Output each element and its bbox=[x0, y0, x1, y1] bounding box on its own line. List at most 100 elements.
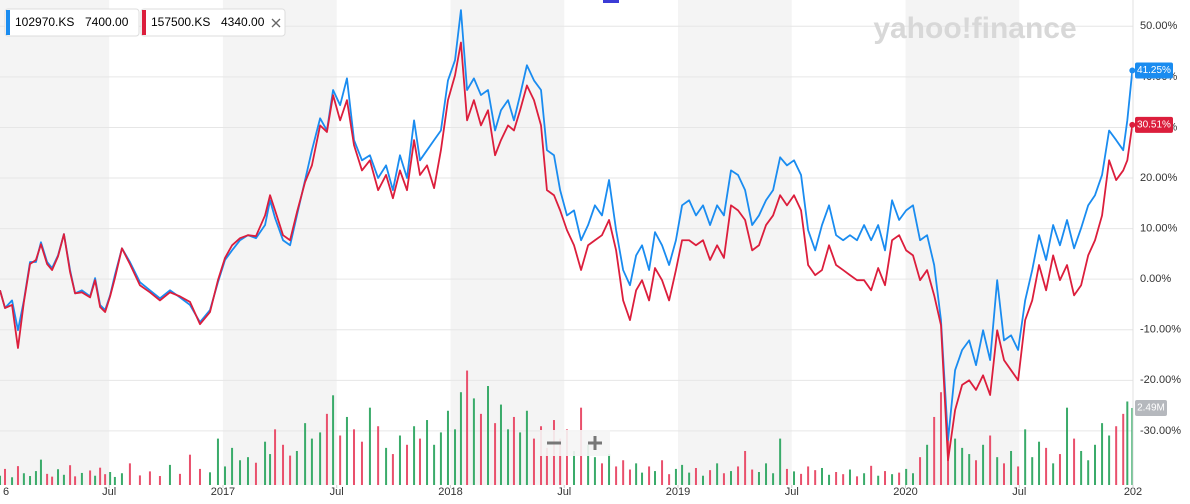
volume-bar bbox=[688, 472, 691, 485]
volume-bar bbox=[532, 438, 535, 485]
volume-bar bbox=[622, 460, 625, 485]
volume-bar bbox=[559, 438, 562, 485]
volume-bar bbox=[385, 447, 388, 485]
line-layer bbox=[0, 9, 1133, 462]
x-tick-label: Jul bbox=[330, 486, 344, 498]
volume-bar bbox=[466, 370, 469, 485]
volume-bar bbox=[807, 466, 810, 485]
volume-bar bbox=[565, 429, 568, 485]
legend-name: 102970.KS bbox=[15, 15, 74, 29]
volume-bar bbox=[264, 441, 267, 485]
x-tick-label: 2020 bbox=[893, 486, 917, 498]
volume-bar bbox=[519, 432, 522, 485]
volume-bar bbox=[628, 469, 631, 485]
volume-bar bbox=[661, 460, 664, 485]
y-tick-label: 0.00% bbox=[1140, 273, 1171, 285]
x-tick-label: 2017 bbox=[211, 486, 235, 498]
volume-bar bbox=[353, 429, 356, 485]
volume-bar bbox=[512, 416, 515, 485]
volume-bar bbox=[1031, 457, 1034, 485]
volume-bar bbox=[744, 450, 747, 485]
volume-bar bbox=[681, 464, 684, 485]
volume-bar bbox=[848, 469, 851, 485]
end-badge bbox=[1135, 116, 1173, 133]
volume-bar bbox=[800, 473, 803, 485]
x-tick-label: 202 bbox=[1124, 486, 1142, 498]
volume-bar bbox=[1003, 463, 1006, 485]
volume-bar bbox=[891, 474, 894, 485]
volume-bar bbox=[39, 459, 42, 485]
volume-bar bbox=[856, 476, 859, 485]
volume-bar bbox=[148, 471, 151, 485]
volume-bar bbox=[0, 475, 1, 485]
volume-bar bbox=[1045, 447, 1048, 485]
volume-bar bbox=[765, 463, 768, 485]
end-badge bbox=[1135, 62, 1173, 79]
volume-bar bbox=[11, 477, 14, 485]
volume-bar bbox=[1101, 423, 1104, 485]
volume-bar bbox=[104, 474, 107, 485]
zoom-controls[interactable] bbox=[540, 430, 610, 456]
volume-bar bbox=[772, 473, 775, 485]
volume-bar bbox=[1024, 429, 1027, 485]
period-band bbox=[450, 0, 565, 485]
volume-bar bbox=[426, 420, 429, 485]
volume-bar bbox=[600, 463, 603, 485]
volume-badge-label: 2.49M bbox=[1137, 403, 1165, 414]
axes: 6 Jul 2017 Jul 2018 Jul 2019 Jul 2020 Jul 202 50.00… bbox=[3, 20, 1181, 498]
chip-swatch bbox=[142, 10, 146, 35]
period-band bbox=[677, 0, 792, 485]
volume-bar bbox=[198, 468, 201, 485]
watermark: yahoo!finance bbox=[873, 12, 1076, 45]
x-tick-label: Jul bbox=[102, 486, 116, 498]
volume-bar bbox=[737, 466, 740, 485]
volume-bar bbox=[870, 465, 873, 485]
volume-bar bbox=[472, 398, 475, 485]
legend-name: 157500.KS bbox=[151, 15, 210, 29]
volume-bar bbox=[113, 476, 116, 485]
volume-bar bbox=[828, 474, 831, 485]
x-tick-label: 2019 bbox=[666, 486, 690, 498]
volume-bar bbox=[269, 454, 272, 485]
volume-bar bbox=[919, 457, 922, 485]
volume-bar bbox=[282, 444, 285, 485]
volume-bar bbox=[785, 468, 788, 485]
legend-chip[interactable]: 102970.KS 7400.00 bbox=[4, 8, 140, 37]
volume-bar bbox=[835, 472, 838, 485]
volume-bar bbox=[413, 426, 416, 485]
volume-bar bbox=[954, 438, 957, 485]
volume-bar bbox=[332, 395, 335, 485]
volume-bar bbox=[1094, 444, 1097, 485]
volume-bar bbox=[814, 470, 817, 485]
volume-bar bbox=[128, 463, 131, 485]
volume-bar bbox=[507, 429, 510, 485]
volume-bar bbox=[1108, 435, 1111, 485]
volume-bar bbox=[325, 413, 328, 485]
volume-bar bbox=[439, 432, 442, 485]
y-tick-label: 20.00% bbox=[1140, 172, 1178, 184]
volume-bar bbox=[1073, 438, 1076, 485]
volume-bar bbox=[304, 423, 307, 485]
volume-bar bbox=[231, 447, 234, 485]
volume-bar bbox=[779, 438, 782, 485]
series-line bbox=[0, 41, 1133, 462]
volume-bar bbox=[16, 466, 19, 485]
close-icon[interactable] bbox=[271, 18, 281, 28]
volume-bar bbox=[120, 473, 123, 485]
legend-price: 4340.00 bbox=[221, 15, 265, 29]
volume-bar bbox=[793, 471, 796, 485]
volume-bar bbox=[377, 426, 380, 485]
x-tick-label: Jul bbox=[557, 486, 571, 498]
legend-chip[interactable]: 157500.KS 4340.00 bbox=[140, 8, 286, 37]
volume-bar bbox=[729, 471, 732, 485]
volume-bar bbox=[310, 438, 313, 485]
top-marker bbox=[603, 0, 619, 3]
volume-bar bbox=[418, 438, 421, 485]
volume-bar bbox=[668, 474, 671, 485]
volume-bar bbox=[216, 438, 219, 485]
legend: 102970.KS 7400.00 157500.KS 4340.00 bbox=[4, 8, 286, 37]
chip-box bbox=[140, 8, 286, 37]
volume-bar bbox=[905, 468, 908, 485]
